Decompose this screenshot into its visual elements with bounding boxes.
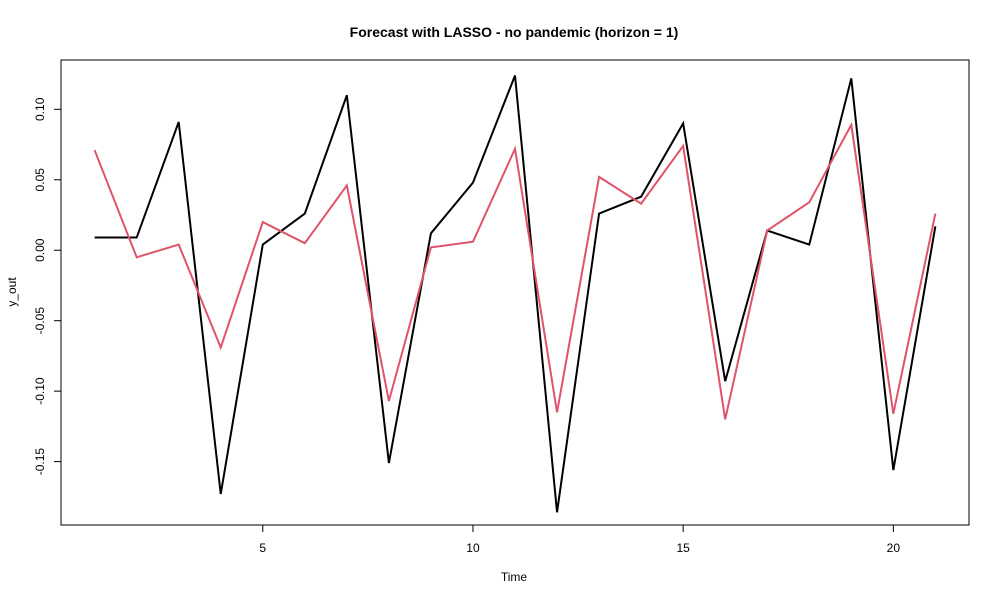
series-forecast-line (93, 121, 937, 420)
y-tick-label: 0.00 (33, 238, 47, 262)
y-tick-label: -0.15 (33, 448, 47, 476)
x-tick-label: 20 (887, 541, 901, 555)
x-tick-label: 10 (466, 541, 480, 555)
y-tick-label: 0.10 (33, 97, 47, 121)
y-axis-label: y_out (5, 277, 19, 307)
y-tick-label: -0.10 (33, 377, 47, 405)
x-axis: 5 10 15 20 (259, 525, 900, 555)
x-axis-label: Time (501, 570, 528, 584)
y-tick-label: 0.05 (33, 168, 47, 192)
series-actual-line (94, 75, 937, 513)
y-axis: -0.15 -0.10 -0.05 0.00 0.05 0.10 (33, 97, 61, 475)
y-tick-label: -0.05 (33, 307, 47, 335)
chart-title: Forecast with LASSO - no pandemic (horiz… (350, 24, 679, 40)
plot-frame (60, 59, 970, 526)
x-tick-label: 5 (259, 541, 266, 555)
x-tick-label: 15 (676, 541, 690, 555)
series-layer (93, 75, 937, 513)
